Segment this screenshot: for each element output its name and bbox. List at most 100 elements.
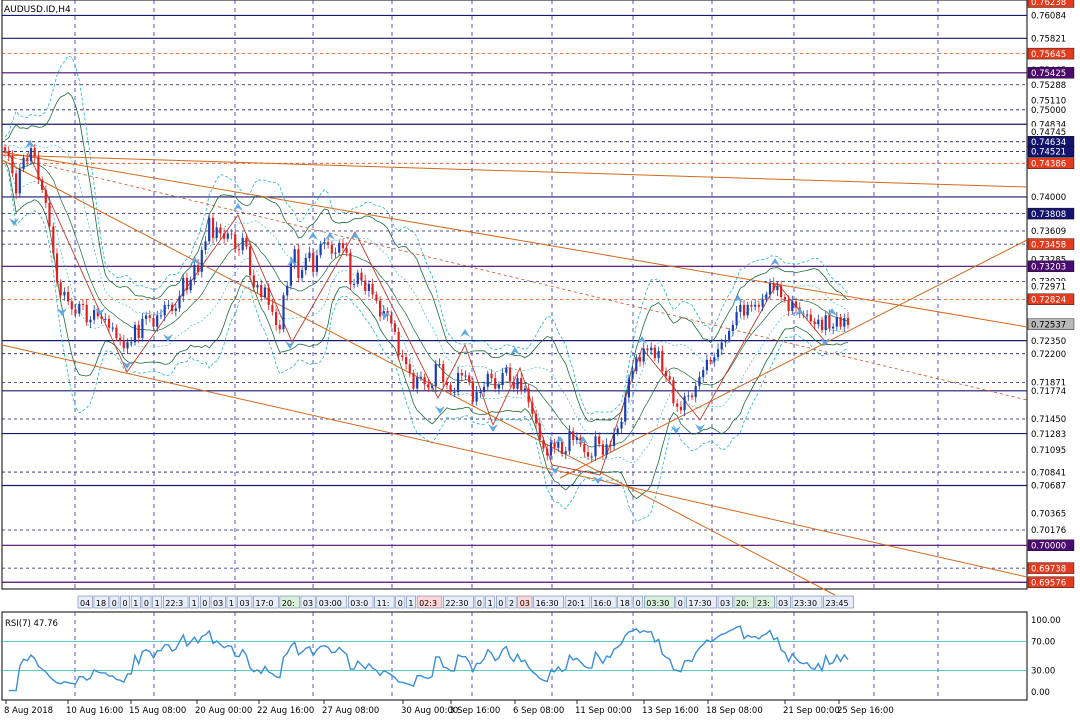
price-tag-27 bbox=[1028, 385, 1074, 397]
candle-body-128 bbox=[479, 392, 482, 393]
candle-body-33 bbox=[126, 342, 129, 349]
price-tag-5 bbox=[1027, 67, 1075, 79]
candle-body-161 bbox=[601, 444, 604, 455]
candle-body-10 bbox=[41, 179, 44, 190]
candle-body-95 bbox=[356, 272, 359, 284]
strip-label-37: 20: bbox=[736, 599, 749, 608]
candle-body-137 bbox=[512, 381, 515, 389]
fractal-up-11 bbox=[637, 336, 647, 344]
price-tag-8 bbox=[1028, 104, 1074, 116]
candle-body-169 bbox=[631, 371, 634, 379]
trend-line-1 bbox=[1, 151, 1028, 328]
candle-body-173 bbox=[646, 348, 649, 351]
candle-body-130 bbox=[486, 373, 489, 387]
candle-body-75 bbox=[282, 295, 285, 330]
fractal-up-7 bbox=[460, 329, 470, 337]
candle-body-78 bbox=[293, 249, 296, 264]
candle-body-40 bbox=[152, 318, 155, 327]
candle-body-2 bbox=[11, 156, 14, 174]
candle-body-225 bbox=[839, 317, 842, 327]
candle-body-36 bbox=[137, 324, 140, 338]
strip-label-12: 03 bbox=[240, 599, 250, 608]
candle-body-167 bbox=[624, 397, 627, 422]
candle-body-145 bbox=[542, 439, 545, 449]
fractal-up-14 bbox=[795, 308, 805, 316]
price-label-34: 0.70176 bbox=[1031, 526, 1066, 536]
candle-body-45 bbox=[171, 304, 174, 311]
candle-body-63 bbox=[237, 249, 240, 251]
candle-body-144 bbox=[538, 423, 541, 440]
candle-body-94 bbox=[353, 284, 356, 285]
strip-label-38: 23: bbox=[757, 599, 770, 608]
strip-label-13: 17:0 bbox=[256, 599, 274, 608]
candle-body-56 bbox=[211, 217, 215, 238]
candle-body-16 bbox=[63, 291, 66, 296]
price-label-18: 0.73285 bbox=[1031, 255, 1066, 265]
candle-body-49 bbox=[185, 277, 189, 291]
strip-cell-16 bbox=[316, 595, 348, 609]
strip-cell-15 bbox=[300, 595, 316, 609]
candle-body-8 bbox=[33, 148, 36, 157]
candle-body-91 bbox=[341, 243, 344, 249]
candle-body-100 bbox=[375, 294, 378, 301]
strip-label-31: 18 bbox=[620, 599, 630, 608]
strip-cell-40 bbox=[791, 595, 823, 609]
candle-body-117 bbox=[438, 364, 441, 366]
strip-label-20: 1 bbox=[408, 599, 413, 608]
candle-body-108 bbox=[405, 357, 408, 365]
candle-body-181 bbox=[676, 403, 679, 407]
candle-body-138 bbox=[516, 378, 519, 389]
price-label-28: 0.71450 bbox=[1031, 415, 1066, 425]
price-tag-36 bbox=[1027, 562, 1075, 574]
candle-body-71 bbox=[267, 287, 270, 305]
strip-cell-23 bbox=[474, 595, 485, 609]
price-tag-16 bbox=[1028, 225, 1074, 237]
strip-cell-18 bbox=[374, 595, 395, 609]
candle-body-114 bbox=[427, 384, 430, 388]
price-tag-15 bbox=[1027, 207, 1075, 220]
fractal-up-0 bbox=[25, 140, 35, 148]
strip-label-23: 0 bbox=[477, 599, 482, 608]
strip-cell-6 bbox=[152, 595, 163, 609]
fractal-up-2 bbox=[308, 232, 318, 240]
strip-cell-13 bbox=[253, 595, 279, 609]
candle-body-121 bbox=[453, 392, 456, 393]
candle-body-185 bbox=[690, 395, 694, 398]
price-label-9: 0.74834 bbox=[1031, 121, 1066, 131]
fractal-arrows bbox=[9, 140, 837, 484]
candle-body-221 bbox=[824, 315, 827, 331]
candle-body-134 bbox=[501, 372, 504, 386]
candle-body-132 bbox=[494, 378, 497, 389]
candle-body-109 bbox=[408, 364, 411, 373]
candle-body-156 bbox=[583, 444, 586, 453]
time-label-11: 18 Sep 08:00 bbox=[706, 706, 763, 716]
candle-body-32 bbox=[122, 340, 125, 349]
strip-cell-38 bbox=[754, 595, 775, 609]
candle-body-113 bbox=[423, 377, 426, 385]
price-label-11: 0.74634 bbox=[1031, 138, 1066, 148]
price-tag-24 bbox=[1028, 335, 1074, 347]
price-label-15: 0.73808 bbox=[1031, 210, 1066, 220]
candle-body-143 bbox=[534, 413, 538, 424]
price-tag-28 bbox=[1028, 413, 1074, 425]
candle-body-93 bbox=[349, 252, 352, 285]
time-axis: 8 Aug 2018 10 Aug 16:00 15 Aug 08:00 20 Aug… bbox=[4, 700, 894, 716]
chart-title: AUDUSD.ID,H4 bbox=[4, 5, 71, 15]
candle-body-72 bbox=[271, 304, 274, 312]
candle-body-66 bbox=[249, 246, 252, 276]
strip-label-36: 03 bbox=[720, 599, 730, 608]
candle-body-208 bbox=[776, 285, 779, 291]
candle-body-79 bbox=[297, 249, 300, 278]
price-label-30: 0.71095 bbox=[1031, 446, 1066, 456]
price-label-16: 0.73609 bbox=[1031, 227, 1066, 237]
candle-body-141 bbox=[527, 388, 530, 403]
strip-cell-7 bbox=[163, 595, 189, 609]
price-label-12: 0.74521 bbox=[1031, 148, 1066, 158]
candle-body-89 bbox=[334, 252, 337, 254]
strip-label-34: 0 bbox=[678, 599, 683, 608]
price-tag-23 bbox=[1027, 318, 1075, 330]
trend-lines bbox=[1, 151, 1028, 596]
price-label-21: 0.72971 bbox=[1031, 283, 1066, 293]
strip-label-35: 17:30 bbox=[689, 599, 712, 608]
price-label-37: 0.69576 bbox=[1031, 578, 1066, 588]
